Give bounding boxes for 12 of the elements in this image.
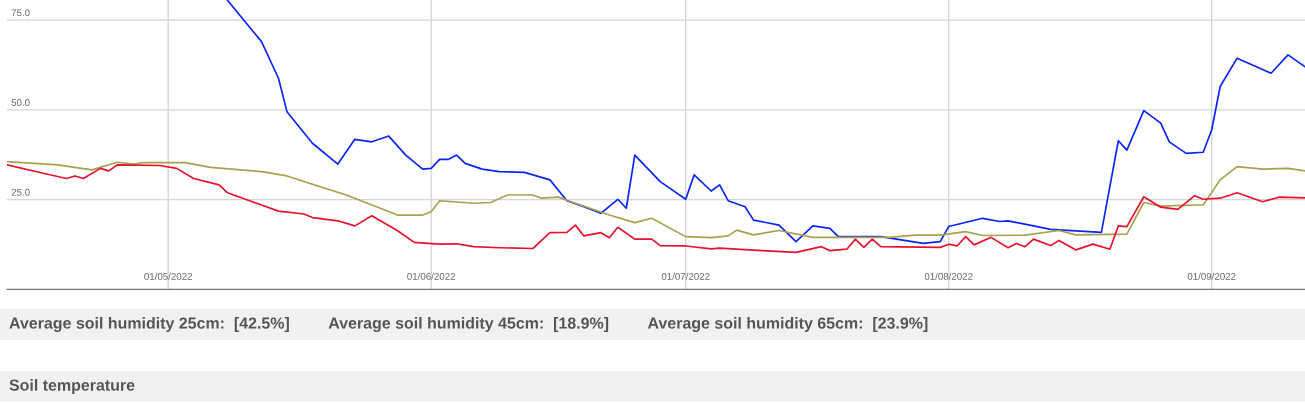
x-tick-label: 01/08/2022: [924, 272, 973, 280]
x-tick-label: 01/05/2022: [144, 272, 193, 280]
y-tick-label: 50.0: [11, 99, 30, 106]
y-tick-label: 25.0: [11, 188, 30, 196]
text: Average soil humidity 65cm: [23.9%]: [647, 317, 928, 332]
y-tick-label: 75.0: [11, 9, 30, 17]
x-tick-label: 01/07/2022: [661, 272, 710, 280]
text: Average soil humidity 25cm: [42.5%]: [9, 317, 289, 332]
text: Average soil humidity 45cm: [18.9%]: [328, 317, 609, 332]
x-tick-label: 01/06/2022: [407, 272, 456, 280]
x-tick-label: 01/09/2022: [1187, 272, 1236, 280]
text: Soil temperature: [9, 379, 135, 394]
